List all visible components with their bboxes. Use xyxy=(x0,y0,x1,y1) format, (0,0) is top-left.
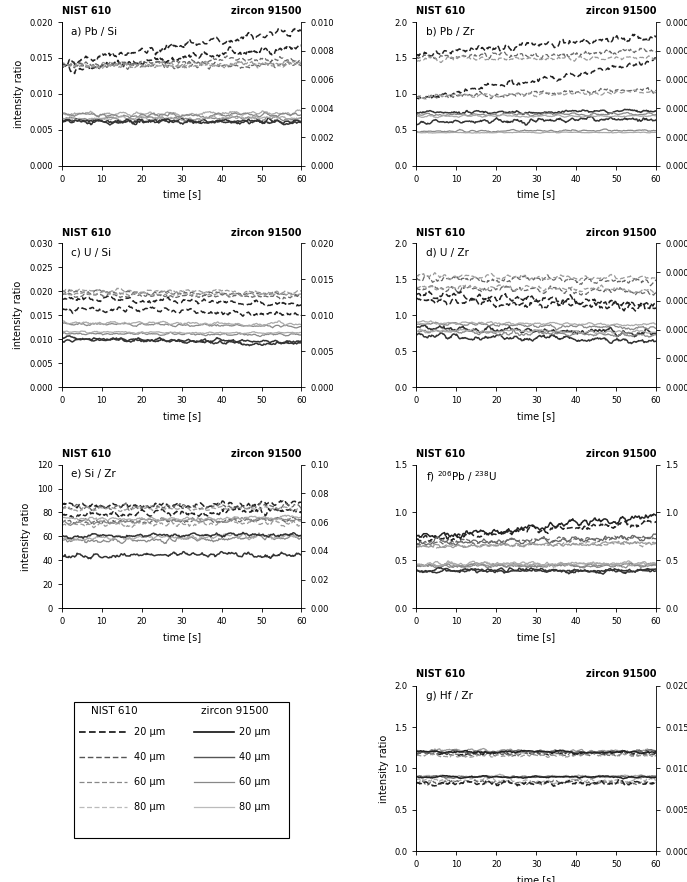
Text: zircon 91500: zircon 91500 xyxy=(585,6,656,16)
Text: zircon 91500: zircon 91500 xyxy=(585,228,656,237)
Text: g) Hf / Zr: g) Hf / Zr xyxy=(426,691,473,701)
Text: d) U / Zr: d) U / Zr xyxy=(426,248,469,258)
Text: c) U / Si: c) U / Si xyxy=(71,248,111,258)
Text: NIST 610: NIST 610 xyxy=(416,6,466,16)
Y-axis label: intensity ratio: intensity ratio xyxy=(21,503,32,571)
Text: NIST 610: NIST 610 xyxy=(62,228,111,237)
Text: zircon 91500: zircon 91500 xyxy=(231,228,302,237)
Text: 60 μm: 60 μm xyxy=(239,777,270,787)
Text: zircon 91500: zircon 91500 xyxy=(231,6,302,16)
Text: a) Pb / Si: a) Pb / Si xyxy=(71,26,117,36)
Y-axis label: intensity ratio: intensity ratio xyxy=(14,281,23,349)
Text: f) $^{206}$Pb / $^{238}$U: f) $^{206}$Pb / $^{238}$U xyxy=(426,469,497,483)
FancyBboxPatch shape xyxy=(74,702,289,838)
X-axis label: time [s]: time [s] xyxy=(517,875,555,882)
X-axis label: time [s]: time [s] xyxy=(163,190,201,199)
X-axis label: time [s]: time [s] xyxy=(517,190,555,199)
Text: NIST 610: NIST 610 xyxy=(416,669,466,679)
Text: zircon 91500: zircon 91500 xyxy=(585,669,656,679)
Text: 20 μm: 20 μm xyxy=(239,727,271,737)
Text: zircon 91500: zircon 91500 xyxy=(585,449,656,459)
Text: NIST 610: NIST 610 xyxy=(416,228,466,237)
Text: NIST 610: NIST 610 xyxy=(62,6,111,16)
Text: 80 μm: 80 μm xyxy=(134,802,165,811)
Text: b) Pb / Zr: b) Pb / Zr xyxy=(426,26,474,36)
Text: zircon 91500: zircon 91500 xyxy=(231,449,302,459)
Text: 60 μm: 60 μm xyxy=(134,777,165,787)
X-axis label: time [s]: time [s] xyxy=(517,411,555,421)
Text: NIST 610: NIST 610 xyxy=(91,706,138,715)
X-axis label: time [s]: time [s] xyxy=(517,632,555,642)
Y-axis label: intensity ratio: intensity ratio xyxy=(379,735,389,803)
Text: 40 μm: 40 μm xyxy=(134,752,165,762)
X-axis label: time [s]: time [s] xyxy=(163,632,201,642)
Text: NIST 610: NIST 610 xyxy=(416,449,466,459)
Text: e) Si / Zr: e) Si / Zr xyxy=(71,469,116,479)
Text: zircon 91500: zircon 91500 xyxy=(201,706,268,715)
Y-axis label: intensity ratio: intensity ratio xyxy=(14,60,23,128)
Text: 80 μm: 80 μm xyxy=(239,802,270,811)
Text: NIST 610: NIST 610 xyxy=(62,449,111,459)
Text: 40 μm: 40 μm xyxy=(239,752,270,762)
Text: 20 μm: 20 μm xyxy=(134,727,165,737)
X-axis label: time [s]: time [s] xyxy=(163,411,201,421)
